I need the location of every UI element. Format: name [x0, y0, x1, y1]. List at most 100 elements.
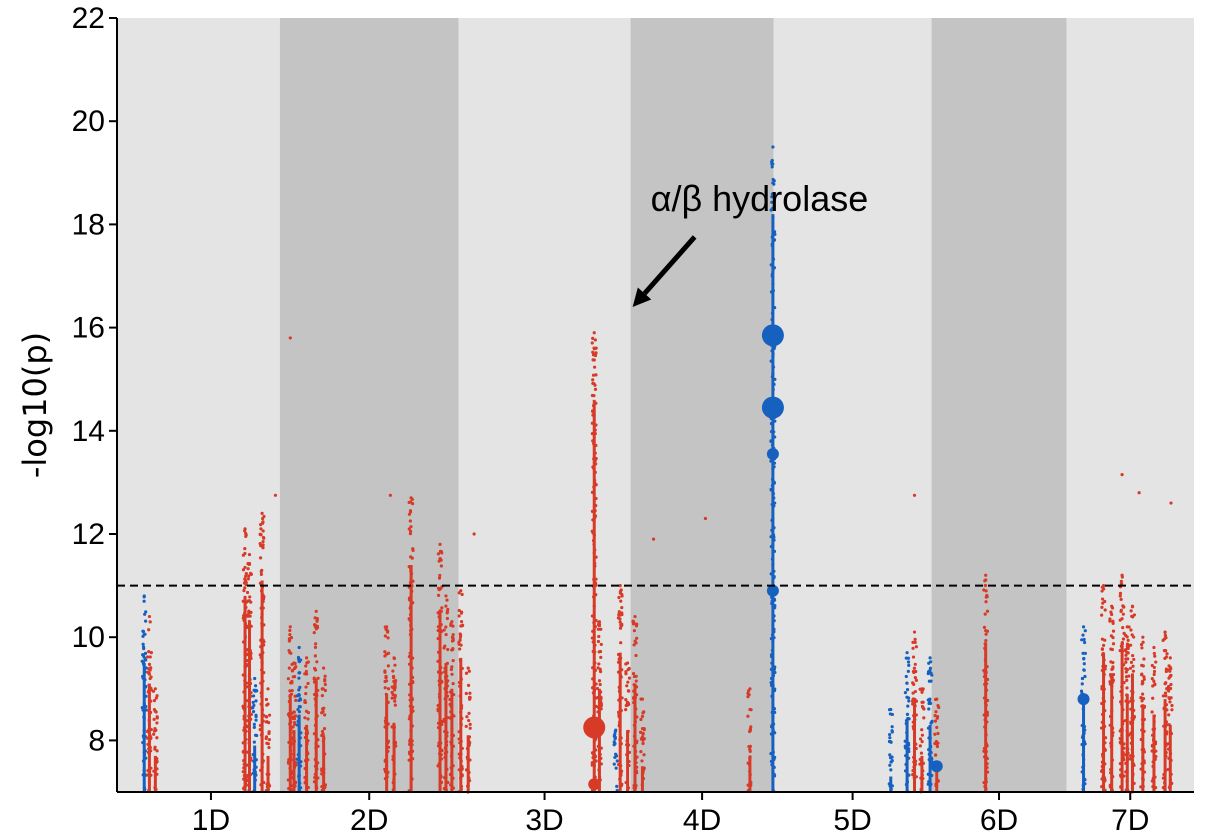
snp-point: [615, 759, 619, 763]
snp-point: [140, 705, 144, 710]
snp-point: [985, 664, 989, 669]
snp-point: [439, 665, 443, 670]
snp-point: [1141, 692, 1145, 696]
snp-point: [289, 651, 293, 655]
snp-point: [984, 733, 988, 737]
snp-point: [594, 456, 598, 461]
snp-point: [770, 484, 774, 488]
snp-point: [770, 272, 774, 276]
snp-point: [1150, 744, 1154, 748]
snp-point: [467, 669, 471, 673]
snp-point: [141, 642, 145, 646]
snp-point: [618, 584, 622, 588]
snp-point: [295, 757, 299, 761]
snp-point: [633, 614, 637, 619]
snp-point: [297, 715, 301, 719]
snp-point: [617, 710, 621, 714]
snp-point: [247, 640, 252, 644]
snp-point: [411, 709, 415, 713]
snp-point: [1150, 779, 1154, 783]
snp-point: [773, 305, 777, 310]
snp-point: [890, 725, 894, 729]
snp-point: [914, 678, 919, 682]
snp-point: [1119, 740, 1123, 744]
snp-point: [770, 633, 775, 637]
snp-point: [1122, 758, 1126, 762]
snp-point: [1150, 733, 1155, 737]
snp-point: [391, 754, 395, 759]
snp-point: [254, 718, 258, 722]
snp-column: [612, 728, 619, 793]
snp-point: [906, 716, 910, 721]
snp-point: [927, 779, 931, 784]
snp-point: [770, 160, 774, 164]
snp-point: [1110, 733, 1115, 738]
snp-point: [292, 765, 297, 769]
snp-point: [408, 580, 413, 585]
snp-point: [444, 594, 448, 598]
snp-point: [386, 664, 390, 668]
snp-point: [912, 630, 917, 634]
snp-point: [246, 614, 250, 618]
snp-point: [316, 676, 320, 680]
snp-point: [246, 567, 250, 571]
snp-point: [927, 748, 931, 752]
snp-point: [1099, 726, 1104, 730]
snp-point: [306, 758, 310, 762]
snp-point: [465, 715, 469, 719]
snp-point: [1102, 699, 1106, 703]
snp-point: [1103, 608, 1107, 612]
snp-point: [748, 749, 752, 753]
snp-point: [1120, 617, 1124, 621]
snp-point: [448, 690, 453, 694]
snp-point: [460, 592, 464, 597]
snp-point: [152, 717, 156, 722]
snp-point: [1124, 770, 1128, 774]
snp-point: [593, 387, 598, 392]
snp-point: [928, 736, 932, 740]
snp-point: [591, 336, 595, 341]
snp-point: [313, 697, 317, 701]
snp-point: [392, 722, 396, 726]
snp-point: [626, 743, 631, 747]
snp-point: [242, 786, 246, 790]
snp-point: [640, 697, 645, 701]
snp-point: [383, 650, 387, 654]
snp-point: [303, 758, 308, 763]
snp-point: [1125, 729, 1129, 733]
snp-point: [1109, 767, 1113, 772]
snp-point: [592, 485, 596, 489]
snp-point: [149, 773, 153, 777]
snp-point: [590, 421, 594, 425]
snp-point: [458, 647, 462, 651]
snp-point: [436, 707, 440, 711]
snp-point: [287, 740, 291, 745]
snp-point: [599, 700, 603, 704]
snp-point: [303, 716, 307, 720]
snp-point: [1170, 781, 1174, 786]
snp-point: [612, 740, 616, 744]
snp-point: [929, 671, 933, 675]
snp-point: [147, 709, 151, 713]
snp-point: [1130, 614, 1134, 618]
snp-point: [147, 767, 151, 771]
snp-point: [1168, 700, 1172, 704]
snp-point: [142, 647, 146, 651]
snp-point: [770, 195, 774, 199]
snp-point: [468, 758, 472, 762]
snp-point: [261, 517, 265, 521]
snp-point: [1142, 729, 1146, 733]
snp-point: [1161, 694, 1165, 698]
snp-point: [930, 760, 943, 773]
snp-point: [143, 632, 147, 636]
snp-point: [1129, 756, 1133, 760]
snp-point: [770, 443, 775, 447]
snp-point: [1110, 684, 1114, 688]
snp-point: [323, 674, 327, 678]
snp-point: [1140, 646, 1144, 650]
snp-point: [438, 634, 442, 638]
snp-point: [438, 542, 442, 546]
snp-point: [770, 763, 774, 767]
snp-point: [592, 457, 596, 461]
